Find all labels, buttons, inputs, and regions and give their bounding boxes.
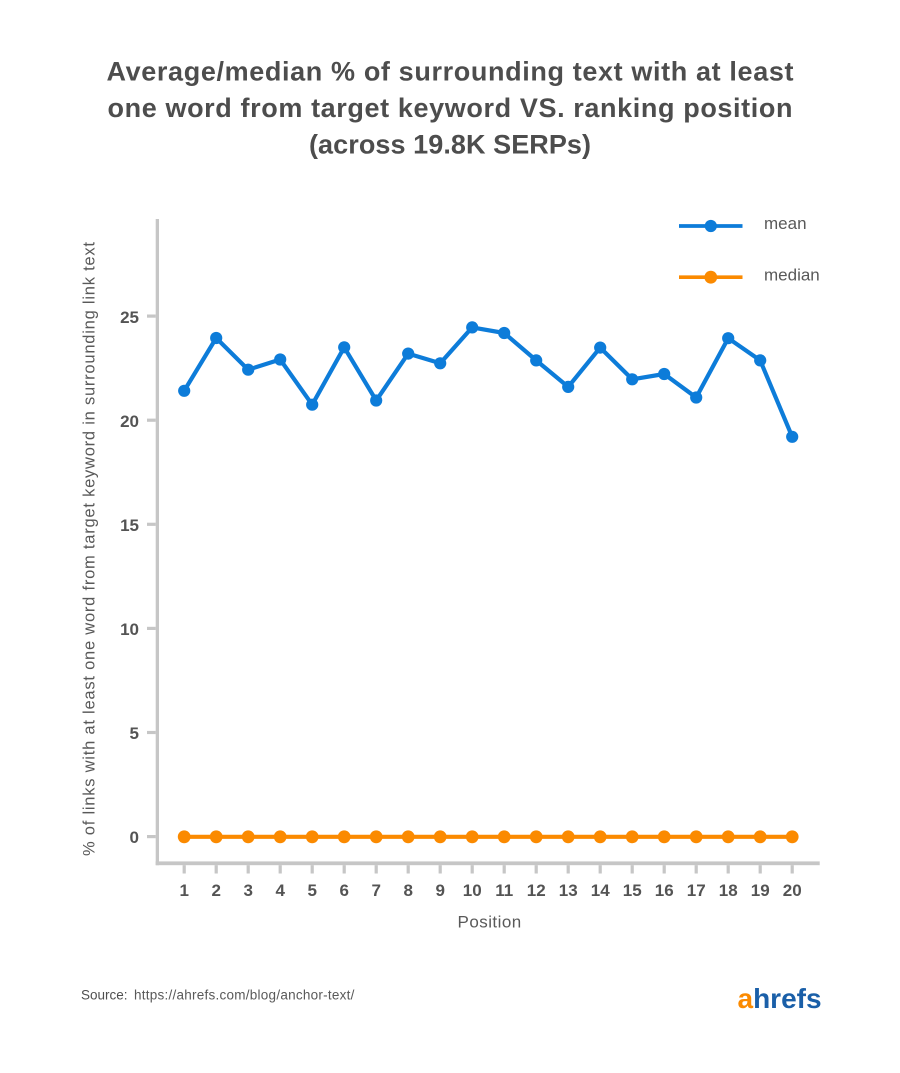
svg-text:19: 19 [751, 881, 770, 900]
svg-text:10: 10 [120, 620, 139, 639]
svg-text:https://ahrefs.com/blog/anchor: https://ahrefs.com/blog/anchor-text/ [134, 988, 355, 1003]
svg-text:2: 2 [211, 881, 220, 900]
svg-text:3: 3 [243, 881, 252, 900]
svg-text:16: 16 [655, 881, 674, 900]
svg-text:6: 6 [339, 881, 348, 900]
svg-text:5: 5 [307, 881, 316, 900]
svg-text:13: 13 [559, 881, 578, 900]
svg-text:17: 17 [687, 881, 706, 900]
svg-text:11: 11 [495, 881, 513, 900]
svg-text:% of links with at least one w: % of links with at least one word from t… [80, 242, 98, 856]
svg-text:7: 7 [371, 881, 380, 900]
svg-text:25: 25 [120, 308, 139, 327]
svg-text:20: 20 [120, 412, 139, 431]
svg-text:9: 9 [435, 881, 444, 900]
svg-text:mean: mean [764, 214, 807, 233]
svg-text:one word from target keyword V: one word from target keyword VS. ranking… [108, 93, 793, 123]
svg-text:0: 0 [130, 828, 139, 847]
svg-text:4: 4 [275, 881, 285, 900]
svg-text:ahrefs: ahrefs [738, 983, 822, 1014]
svg-text:12: 12 [527, 881, 546, 900]
svg-text:Position: Position [458, 912, 522, 931]
svg-text:10: 10 [463, 881, 482, 900]
svg-text:(across 19.8K SERPs): (across 19.8K SERPs) [309, 130, 591, 160]
svg-text:18: 18 [719, 881, 738, 900]
svg-text:Average/median % of surroundin: Average/median % of surrounding text wit… [107, 57, 794, 87]
svg-text:median: median [764, 265, 820, 284]
svg-text:1: 1 [179, 881, 188, 900]
svg-text:Source:: Source: [81, 988, 128, 1003]
svg-text:8: 8 [403, 881, 412, 900]
svg-text:20: 20 [783, 881, 802, 900]
svg-text:14: 14 [591, 881, 610, 900]
svg-text:15: 15 [120, 516, 139, 535]
svg-text:5: 5 [130, 724, 139, 743]
svg-text:15: 15 [623, 881, 642, 900]
